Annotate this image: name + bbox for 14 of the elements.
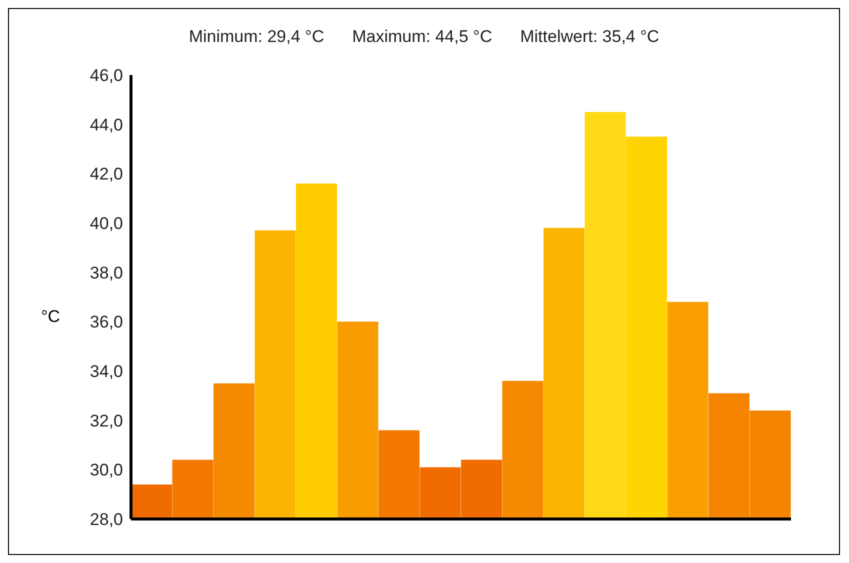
y-tick-label: 40,0 (90, 214, 123, 234)
y-tick-label: 36,0 (90, 312, 123, 332)
y-tick-label: 44,0 (90, 115, 123, 134)
y-tick-label: 42,0 (90, 164, 123, 184)
text: Maximum: 44,5 °C (352, 27, 492, 47)
y-tick-label: 30,0 (90, 460, 123, 480)
y-tick-label: 32,0 (90, 411, 123, 430)
y-tick-label: 46,0 (90, 66, 123, 86)
y-tick-label: 28,0 (90, 510, 123, 530)
text: Mittelwert: 35,4 °C (520, 27, 660, 47)
y-axis-title: °C (41, 307, 60, 327)
text: Minimum: 29,4 °C (188, 27, 324, 47)
y-tick-label: 38,0 (90, 263, 123, 282)
y-tick-label: 34,0 (90, 362, 123, 382)
